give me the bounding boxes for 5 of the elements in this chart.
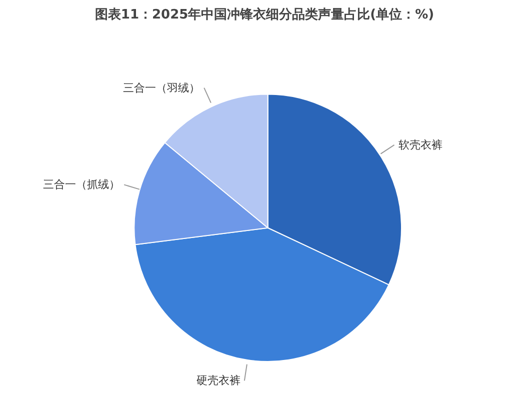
chart-title: 图表11：2025年中国冲锋衣细分品类声量占比(单位：%) <box>94 6 434 22</box>
slice-label: 软壳衣裤 <box>398 138 442 152</box>
slice-label: 三合一（羽绒） <box>123 81 200 94</box>
slice-label: 三合一（抓绒） <box>43 178 120 192</box>
slice-label: 硬壳衣裤 <box>196 374 240 388</box>
